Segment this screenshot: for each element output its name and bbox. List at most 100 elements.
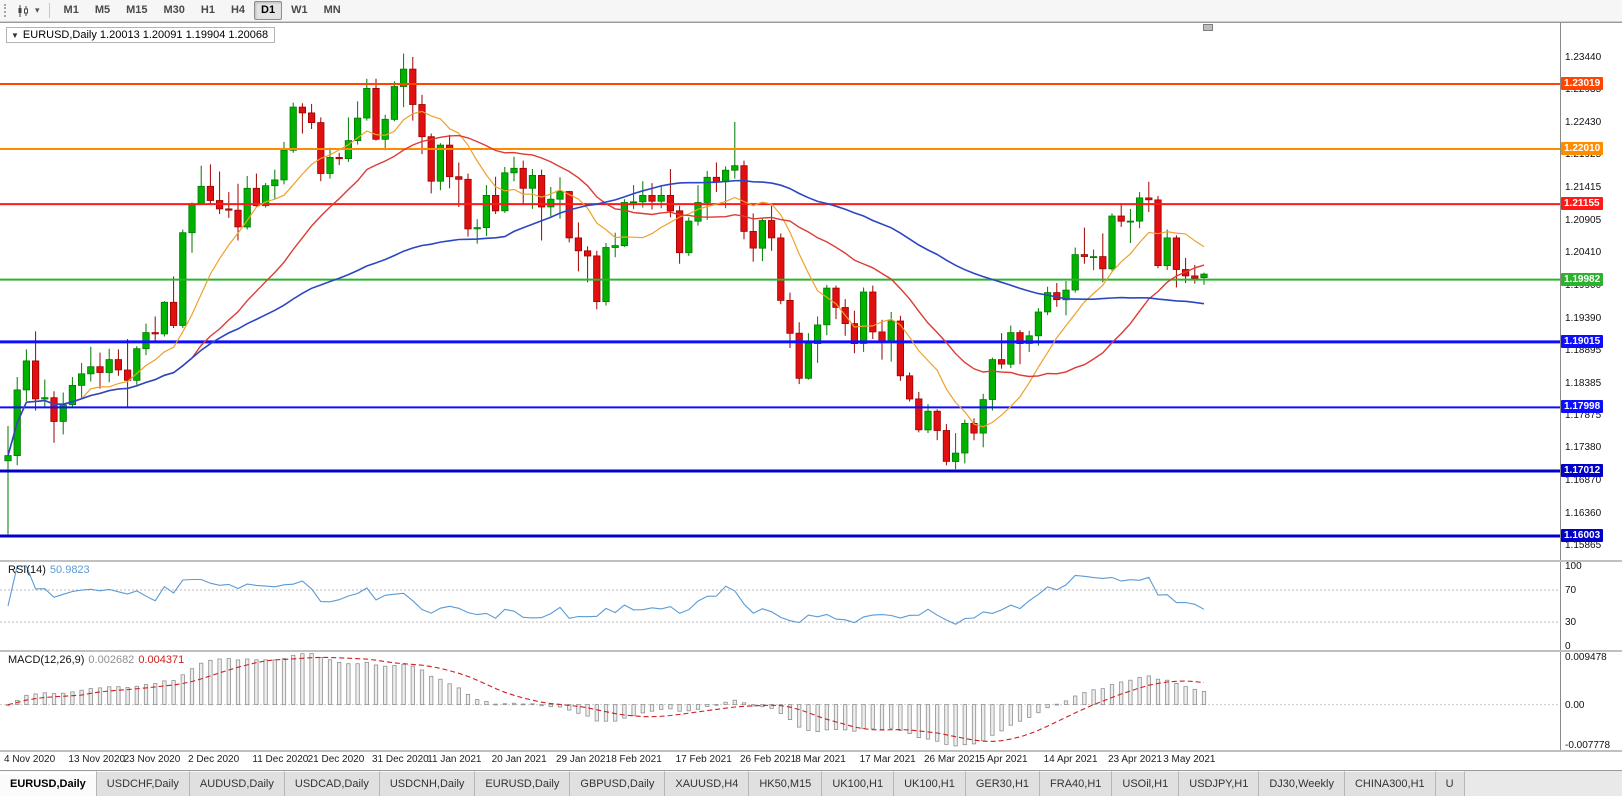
tab-ger30-h1[interactable]: GER30,H1 — [965, 771, 1041, 796]
price-line-tag[interactable]: 1.19015 — [1561, 334, 1604, 348]
timeframe-button-m30[interactable]: M30 — [163, 4, 185, 16]
candle — [482, 185, 491, 236]
pane-splitter[interactable] — [0, 650, 1622, 652]
tab-usdcnh-daily[interactable]: USDCNH,Daily — [379, 771, 476, 796]
candle — [1007, 325, 1015, 368]
chart-title[interactable]: ▼ EURUSD,Daily 1.20013 1.20091 1.19904 1… — [6, 27, 276, 43]
timeframe-button-d1[interactable]: D1 — [254, 1, 283, 20]
macd-axis-label: 0.00 — [1565, 699, 1585, 711]
timeframe-button-h4[interactable]: H4 — [230, 4, 246, 16]
timeframe-button-h1[interactable]: H1 — [200, 4, 215, 16]
dropdown-caret-icon[interactable]: ▾ — [35, 5, 40, 15]
main-chart-canvas[interactable] — [0, 24, 1560, 560]
candle — [473, 219, 481, 244]
tab-xauusd-h4[interactable]: XAUUSD,H4 — [665, 771, 750, 796]
price-line-tag[interactable]: 1.19982 — [1561, 272, 1604, 286]
tab-usdcad-daily[interactable]: USDCAD,Daily — [284, 771, 380, 796]
candle — [666, 169, 675, 218]
macd-histogram-bar — [659, 704, 664, 710]
tab-u[interactable]: U — [1435, 771, 1465, 796]
timeframe-button-w1[interactable]: W1 — [291, 4, 308, 16]
macd-histogram-bar — [806, 704, 811, 731]
collapse-triangle-icon[interactable]: ▼ — [11, 30, 19, 40]
macd-histogram-bar — [337, 661, 342, 706]
timeframe-button-m15[interactable]: M15 — [126, 4, 148, 16]
candle — [96, 352, 104, 389]
macd-histogram-bar — [1036, 704, 1041, 714]
price-line-tag[interactable]: 1.23019 — [1561, 76, 1604, 90]
ma-line-21 — [7, 134, 1205, 456]
tab-usdchf-daily[interactable]: USDCHF,Daily — [96, 771, 190, 796]
rsi-label: RSI(14) 50.9823 — [8, 564, 90, 576]
candle — [740, 160, 748, 240]
tab-china300-h1[interactable]: CHINA300,H1 — [1344, 771, 1436, 796]
macd-histogram-bar — [576, 704, 581, 714]
candle — [363, 78, 371, 121]
macd-histogram-bar — [1146, 675, 1151, 706]
macd-histogram-bar — [797, 704, 802, 728]
macd-histogram-bar — [631, 704, 636, 716]
candle — [933, 409, 941, 441]
macd-main-value: 0.002682 — [88, 654, 135, 666]
candle — [574, 222, 583, 272]
pane-splitter[interactable] — [0, 750, 1622, 752]
macd-histogram-bar — [925, 704, 931, 740]
price-line-tag[interactable]: 1.17012 — [1561, 463, 1604, 477]
price-line-tag[interactable]: 1.21155 — [1561, 197, 1603, 211]
date-axis-label: 13 Nov 2020 — [68, 754, 126, 765]
candle — [979, 393, 987, 448]
macd-histogram-bar — [217, 658, 222, 705]
tab-uk100-h1[interactable]: UK100,H1 — [822, 771, 895, 796]
price-line-tag[interactable]: 1.16003 — [1561, 528, 1604, 542]
toolbar-grip[interactable] — [4, 4, 9, 17]
tab-usdjpy-h1[interactable]: USDJPY,H1 — [1179, 771, 1260, 796]
macd-histogram-bar — [1063, 700, 1069, 706]
macd-histogram-bar — [990, 704, 995, 736]
tab-gbpusd-daily[interactable]: GBPUSD,Daily — [570, 771, 666, 796]
rsi-pane-canvas[interactable] — [0, 562, 1560, 650]
tab-dj30-weekly[interactable]: DJ30,Weekly — [1259, 771, 1345, 796]
timeframe-button-mn[interactable]: MN — [323, 4, 341, 16]
date-axis-label: 4 Nov 2020 — [4, 754, 56, 765]
price-axis-label: 1.16360 — [1565, 507, 1602, 519]
timeframe-button-m5[interactable]: M5 — [94, 4, 111, 16]
candle — [584, 246, 592, 283]
tab-fra40-h1[interactable]: FRA40,H1 — [1040, 771, 1113, 796]
date-axis-label: 17 Feb 2021 — [675, 754, 732, 765]
date-axis-label: 2 Dec 2020 — [188, 754, 240, 765]
macd-histogram-bar — [392, 665, 397, 705]
candle — [795, 322, 803, 385]
tab-eurusd-daily[interactable]: EURUSD,Daily — [0, 771, 97, 796]
candle — [915, 391, 923, 433]
tab-eurusd-daily[interactable]: EURUSD,Daily — [475, 771, 571, 796]
macd-histogram-bar — [778, 704, 783, 714]
pane-splitter[interactable] — [0, 560, 1622, 562]
macd-pane-canvas[interactable] — [0, 652, 1560, 750]
candle — [703, 170, 711, 220]
candle — [68, 377, 76, 408]
tab-audusd-daily[interactable]: AUDUSD,Daily — [189, 771, 285, 796]
candlestick-chart-icon[interactable] — [16, 4, 30, 18]
timeframe-button-m1[interactable]: M1 — [63, 4, 79, 16]
macd-histogram-bar — [162, 680, 167, 706]
date-axis-label: 17 Mar 2021 — [859, 754, 916, 765]
macd-histogram-bar — [189, 668, 195, 706]
macd-histogram-bar — [677, 704, 682, 712]
candle — [1090, 249, 1098, 271]
macd-histogram-bar — [852, 704, 857, 732]
candle — [823, 284, 831, 336]
macd-histogram-bar — [51, 693, 57, 705]
macd-histogram-bar — [97, 687, 103, 706]
chart-scroll-thumb[interactable] — [1203, 24, 1213, 31]
candle — [491, 176, 500, 214]
macd-histogram-bar — [447, 683, 452, 705]
price-line-tag[interactable]: 1.22010 — [1561, 141, 1604, 155]
tab-uk100-h1[interactable]: UK100,H1 — [894, 771, 966, 796]
tab-hk50-m15[interactable]: HK50,M15 — [749, 771, 823, 796]
date-axis-label: 23 Apr 2021 — [1108, 754, 1162, 765]
candle — [1126, 208, 1134, 243]
candle — [243, 176, 251, 230]
macd-histogram-bar — [355, 663, 360, 706]
price-line-tag[interactable]: 1.17998 — [1561, 400, 1604, 414]
tab-usoil-h1[interactable]: USOil,H1 — [1112, 771, 1180, 796]
